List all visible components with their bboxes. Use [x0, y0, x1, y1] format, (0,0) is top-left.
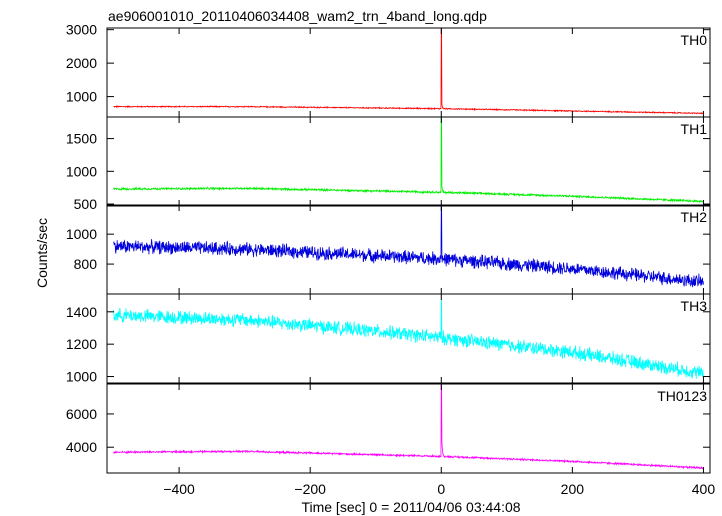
y-tick-label: 1000 [66, 369, 97, 385]
x-axis-label: Time [sec] 0 = 2011/04/06 03:44:08 [301, 499, 520, 515]
panel-th2: 800 1000 TH2 [66, 204, 711, 295]
y-tick-label: 3000 [66, 22, 97, 38]
panel-frame [106, 116, 711, 207]
panel-frame [106, 27, 711, 118]
y-tick-label: 1000 [66, 163, 97, 179]
panel-th0123: 4000 6000 TH0123 [66, 383, 711, 474]
y-tick-label: 2000 [66, 55, 97, 71]
y-tick-label: 1000 [66, 89, 97, 105]
series-line-th0 [113, 28, 704, 115]
panel-frame [106, 383, 711, 474]
y-tick-label: 1200 [66, 336, 97, 352]
x-tick-label: 200 [561, 481, 585, 497]
y-tick-label: 6000 [66, 406, 97, 422]
series-line-th2 [113, 205, 704, 288]
series-line-th1 [113, 117, 704, 204]
x-tick-label: −200 [294, 481, 326, 497]
panel-th0: 1000 2000 3000 TH0 [66, 22, 711, 118]
panel-frame [106, 293, 711, 384]
x-tick-label: −400 [163, 481, 195, 497]
x-tick-label: 400 [692, 481, 716, 497]
panel-label: TH3 [681, 298, 708, 314]
y-axis-label: Counts/sec [34, 218, 50, 288]
panel-th3: 1000 1200 1400 TH3 [66, 293, 711, 385]
panel-th1: 500 1000 1500 TH1 [66, 116, 711, 212]
chart-title: ae906001010_20110406034408_wam2_trn_4ban… [108, 8, 487, 24]
panel-frame [106, 204, 711, 295]
y-tick-label: 1000 [66, 226, 97, 242]
panel-label: TH1 [681, 121, 708, 137]
y-tick-label: 800 [74, 256, 98, 272]
series-line-th0123 [113, 384, 704, 470]
series-line-th3 [113, 300, 704, 379]
panel-label: TH0123 [657, 388, 707, 404]
y-tick-label: 500 [74, 196, 98, 212]
y-tick-label: 1500 [66, 131, 97, 147]
y-tick-label: 4000 [66, 439, 97, 455]
x-tick-label: 0 [437, 481, 445, 497]
panels-group: 100020003000TH050010001500TH18001000TH21… [66, 22, 715, 497]
panel-label: TH2 [681, 209, 708, 225]
y-tick-label: 1400 [66, 304, 97, 320]
panel-label: TH0 [681, 32, 708, 48]
